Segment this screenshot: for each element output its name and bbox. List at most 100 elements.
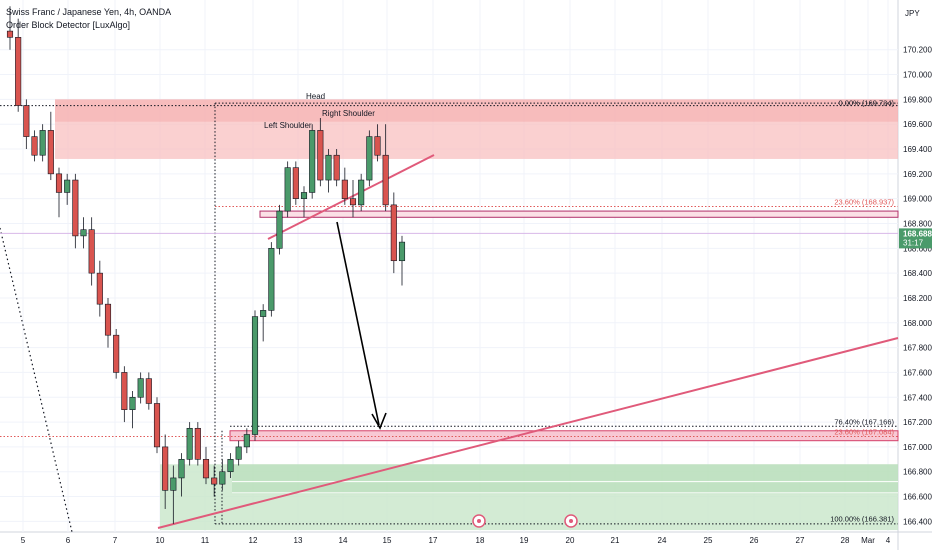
candle	[333, 149, 340, 187]
bull-candle-body	[251, 316, 259, 435]
x-tick-label: 4	[886, 536, 891, 545]
indicator-title[interactable]: Order Block Detector [LuxAlgo]	[6, 20, 131, 30]
y-tick-label: 168.600	[903, 244, 932, 253]
neckline-trendline	[267, 154, 435, 240]
bear-candle-body	[96, 272, 103, 305]
bear-candle-body	[104, 303, 112, 336]
symbol-title[interactable]: Swiss Franc / Japanese Yen, 4h, OANDA	[6, 7, 172, 17]
candle	[88, 217, 95, 286]
candle	[113, 328, 120, 379]
candle	[325, 149, 332, 193]
bull-candle-body	[219, 471, 226, 485]
y-tick-label: 167.800	[903, 344, 932, 353]
bear-candle-body	[23, 105, 30, 137]
candle	[47, 111, 54, 181]
bull-candle-body	[129, 396, 136, 410]
fib-label: 76.40% (167.166)	[834, 417, 894, 426]
x-tick-label: 11	[201, 536, 210, 545]
candle	[268, 242, 275, 317]
candle	[104, 297, 112, 348]
y-tick-label: 167.400	[903, 393, 932, 402]
bear-candle-body	[202, 459, 210, 479]
candle	[284, 161, 291, 218]
bull-candle-body	[300, 192, 308, 199]
bull-candle-body	[80, 229, 87, 237]
event-marker-dot	[477, 519, 481, 523]
x-tick-label: 6	[66, 536, 71, 545]
bear-candle-body	[292, 167, 299, 199]
candle	[162, 434, 169, 509]
candle	[276, 204, 283, 255]
bear-candle-body	[113, 334, 120, 373]
x-tick-label: 19	[520, 536, 529, 545]
y-tick-label: 169.400	[903, 145, 932, 154]
fib-label: 0.00% (169.734)	[839, 99, 895, 108]
fib-label: 23.60% (168.937)	[834, 197, 894, 206]
candle	[292, 161, 299, 205]
bull-candle-body	[227, 459, 234, 473]
bear-candle-body	[31, 136, 38, 156]
bull-candle-body	[284, 167, 291, 212]
y-tick-label: 169.800	[903, 95, 932, 104]
candle	[186, 422, 193, 466]
y-tick-label: 166.800	[903, 468, 932, 477]
pattern-annotation: Right Shoulder	[322, 109, 375, 118]
x-tick-label: 20	[566, 536, 575, 545]
x-tick-label: 27	[796, 536, 805, 545]
x-tick-label: 14	[339, 536, 348, 545]
bear-candle-body	[382, 154, 389, 206]
bull-candle-body	[64, 179, 71, 193]
bear-candle-body	[153, 403, 161, 448]
y-tick-label: 170.000	[903, 71, 932, 80]
price-badge-value: 168.688	[903, 229, 932, 238]
y-tick-label: 166.600	[903, 493, 932, 502]
candle	[309, 124, 316, 199]
x-tick-label: 5	[21, 536, 26, 545]
bear-candle-body	[349, 198, 357, 206]
bull-candle-body	[309, 130, 316, 193]
fib-label: 23.60% (167.084)	[834, 427, 894, 436]
candle	[39, 124, 46, 162]
y-tick-label: 168.200	[903, 294, 932, 303]
bear-candle-body	[341, 179, 348, 199]
y-tick-label: 166.400	[903, 517, 932, 526]
candle	[382, 124, 389, 212]
candle	[358, 173, 365, 212]
candle	[15, 18, 22, 112]
candle	[219, 459, 226, 491]
candle	[194, 422, 201, 466]
candle	[366, 130, 373, 187]
bear-candle-body	[211, 477, 218, 485]
bull-candle-body	[186, 427, 193, 460]
bull-candle-body	[276, 210, 283, 249]
candle	[300, 186, 308, 218]
candle	[227, 453, 234, 478]
candle	[64, 173, 71, 205]
x-tick-label: 21	[611, 536, 620, 545]
candle	[251, 310, 259, 441]
bull-candle-body	[366, 136, 373, 181]
candle	[121, 366, 128, 423]
candle	[31, 130, 38, 162]
candle	[317, 117, 324, 187]
candle	[349, 180, 357, 218]
x-tick-label: 28	[841, 536, 850, 545]
demand-zone-upper	[232, 464, 898, 495]
price-axis-bg	[898, 0, 932, 550]
fib-label: 100.00% (166.381)	[830, 515, 894, 524]
x-tick-label: Mar	[861, 536, 875, 545]
y-tick-label: 169.000	[903, 195, 932, 204]
candle	[129, 391, 136, 429]
candle	[137, 372, 144, 404]
neckline-band	[259, 210, 899, 218]
y-tick-label: 167.600	[903, 368, 932, 377]
chart-legend: Swiss Franc / Japanese Yen, 4h, OANDA Or…	[6, 6, 171, 32]
candle	[235, 440, 242, 466]
bear-candle-body	[15, 37, 22, 106]
bear-candle-body	[121, 372, 128, 410]
candle	[178, 453, 185, 497]
bull-candle-body	[358, 179, 365, 206]
bear-candle-body	[374, 136, 381, 156]
